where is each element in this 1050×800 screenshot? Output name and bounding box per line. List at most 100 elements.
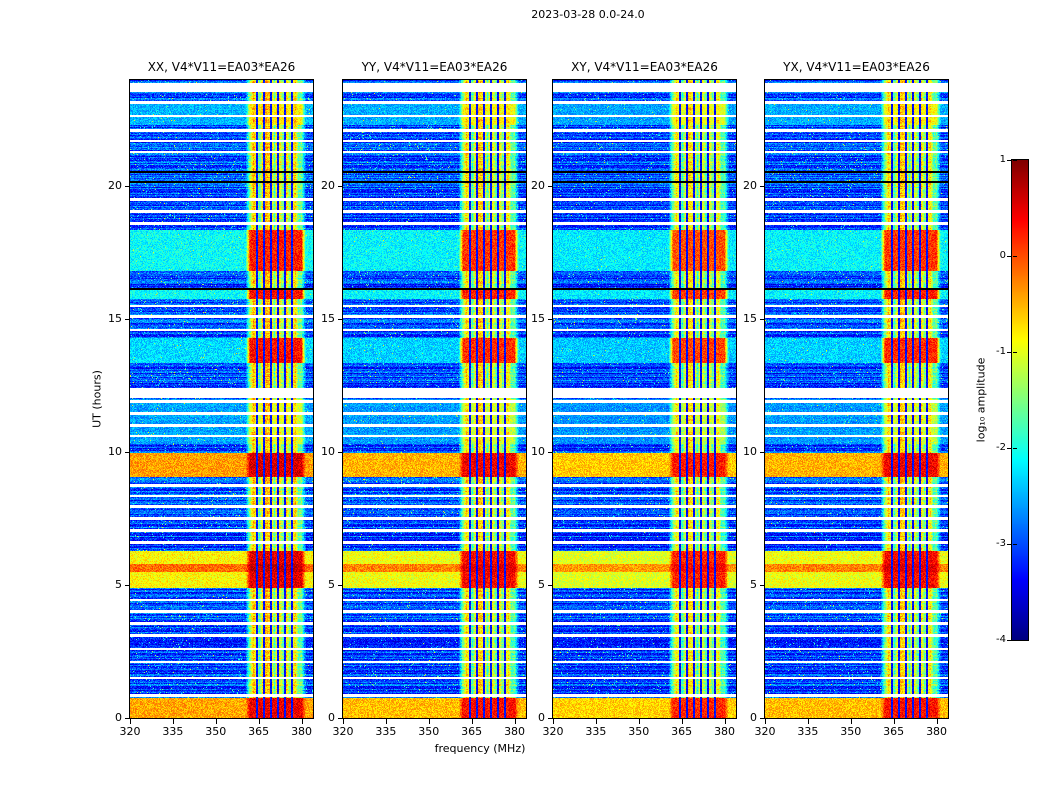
y-tick-label: 20	[531, 179, 545, 193]
y-tick-label: 0	[328, 711, 335, 724]
x-tick-mark	[724, 719, 726, 724]
y-tick-mark	[760, 452, 765, 454]
y-tick-label: 10	[108, 445, 122, 459]
x-tick-label: 365	[671, 725, 693, 738]
y-tick-mark	[338, 585, 343, 587]
colorbar-tick-mark	[1007, 352, 1011, 353]
colorbar-tick-label: 1	[999, 154, 1006, 165]
x-tick-mark	[936, 719, 938, 724]
spectrogram-panel-xy	[552, 79, 737, 719]
x-tick-label: 320	[754, 725, 776, 738]
y-tick-mark	[548, 585, 553, 587]
spectrogram-panel-yx	[764, 79, 949, 719]
y-tick-label: 0	[115, 711, 122, 724]
spectrogram-panel-yy	[342, 79, 527, 719]
x-tick-label: 380	[504, 725, 526, 738]
y-tick-mark	[338, 186, 343, 188]
x-tick-label: 335	[797, 725, 819, 738]
y-tick-label: 5	[538, 578, 545, 592]
x-tick-label: 365	[461, 725, 483, 738]
y-tick-mark	[125, 718, 130, 719]
x-tick-mark	[172, 719, 174, 724]
y-tick-mark	[760, 319, 765, 321]
y-tick-label: 10	[321, 445, 335, 459]
x-tick-mark	[258, 719, 260, 724]
y-tick-mark	[760, 718, 765, 719]
y-tick-label: 5	[328, 578, 335, 592]
y-tick-mark	[338, 718, 343, 719]
x-tick-label: 380	[291, 725, 313, 738]
colorbar-tick-mark-inner	[1013, 448, 1017, 449]
x-tick-label: 350	[418, 725, 440, 738]
x-axis-label: frequency (MHz)	[434, 742, 526, 755]
colorbar	[1011, 159, 1029, 641]
x-tick-label: 350	[840, 725, 862, 738]
y-tick-mark	[548, 186, 553, 188]
y-tick-label: 20	[743, 179, 757, 193]
y-tick-mark	[338, 452, 343, 454]
x-tick-mark	[765, 719, 766, 724]
figure-title: 2023-03-28 0.0-24.0	[531, 8, 645, 21]
y-tick-label: 15	[108, 312, 122, 326]
x-tick-mark	[130, 719, 131, 724]
y-tick-label: 20	[108, 179, 122, 193]
colorbar-tick-mark-inner	[1013, 160, 1017, 161]
colorbar-tick-mark	[1007, 544, 1011, 545]
x-tick-label: 335	[375, 725, 397, 738]
x-tick-mark	[807, 719, 809, 724]
y-tick-mark	[760, 585, 765, 587]
x-tick-label: 335	[162, 725, 184, 738]
x-tick-mark	[343, 719, 344, 724]
colorbar-tick-label: -4	[996, 634, 1006, 645]
x-tick-mark	[681, 719, 683, 724]
colorbar-tick-mark-inner	[1013, 544, 1017, 545]
colorbar-tick-label: -1	[996, 346, 1006, 357]
y-tick-label: 10	[531, 445, 545, 459]
x-tick-mark	[638, 719, 640, 724]
y-tick-mark	[338, 319, 343, 321]
spectrogram-canvas-yx	[765, 80, 948, 718]
y-tick-mark	[125, 319, 130, 321]
x-tick-label: 320	[542, 725, 564, 738]
spectrogram-canvas-yy	[343, 80, 526, 718]
y-tick-mark	[125, 186, 130, 188]
x-tick-label: 380	[926, 725, 948, 738]
x-tick-label: 365	[883, 725, 905, 738]
x-tick-mark	[215, 719, 217, 724]
colorbar-tick-label: -2	[996, 442, 1006, 453]
y-tick-mark	[125, 585, 130, 587]
x-tick-label: 320	[332, 725, 354, 738]
x-tick-label: 365	[248, 725, 270, 738]
x-tick-mark	[553, 719, 554, 724]
x-tick-label: 350	[628, 725, 650, 738]
y-tick-label: 5	[115, 578, 122, 592]
y-tick-label: 5	[750, 578, 757, 592]
colorbar-tick-label: 0	[999, 250, 1006, 261]
panel-title-xx: XX, V4*V11=EA03*EA26	[147, 60, 296, 74]
y-tick-label: 20	[321, 179, 335, 193]
x-tick-label: 320	[119, 725, 141, 738]
spectrogram-panel-xx	[129, 79, 314, 719]
y-tick-label: 15	[321, 312, 335, 326]
spectrogram-canvas-xx	[130, 80, 313, 718]
y-tick-mark	[548, 718, 553, 719]
y-axis-label: UT (hours)	[90, 370, 104, 428]
panel-title-yx: YX, V4*V11=EA03*EA26	[783, 60, 930, 74]
x-tick-mark	[595, 719, 597, 724]
x-tick-mark	[850, 719, 852, 724]
y-tick-label: 0	[538, 711, 545, 724]
y-tick-mark	[125, 452, 130, 454]
panel-title-xy: XY, V4*V11=EA03*EA26	[571, 60, 718, 74]
colorbar-label: log₁₀ amplitude	[974, 357, 988, 443]
y-tick-label: 15	[743, 312, 757, 326]
colorbar-tick-mark	[1007, 160, 1011, 161]
y-tick-label: 15	[531, 312, 545, 326]
x-tick-mark	[428, 719, 430, 724]
y-tick-label: 10	[743, 445, 757, 459]
y-tick-mark	[548, 452, 553, 454]
y-tick-mark	[760, 186, 765, 188]
x-tick-mark	[385, 719, 387, 724]
x-tick-mark	[893, 719, 895, 724]
x-tick-label: 350	[205, 725, 227, 738]
colorbar-tick-mark	[1007, 256, 1011, 257]
